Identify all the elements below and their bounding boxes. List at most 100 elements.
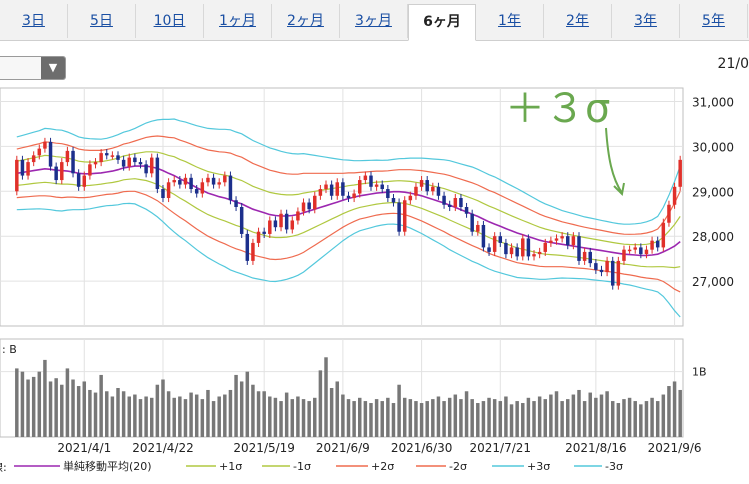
candle-53	[313, 191, 317, 214]
candle-36	[217, 178, 221, 189]
tab-1[interactable]: 5日	[68, 4, 136, 38]
tab-3[interactable]: 1ヶ月	[204, 4, 272, 38]
candle-body	[560, 236, 564, 239]
volume-bar-21	[133, 394, 137, 437]
candle-64	[374, 180, 379, 191]
tab-9[interactable]: 3年	[612, 4, 680, 38]
candle-body	[149, 157, 154, 174]
candle-body	[346, 195, 351, 199]
tab-10[interactable]: 5年	[680, 4, 748, 38]
tab-5[interactable]: 3ヶ月	[340, 4, 408, 38]
candle-89	[515, 243, 519, 261]
candle-40	[239, 202, 244, 238]
chevron-down-icon[interactable]: ▼	[41, 57, 65, 79]
volume-bar-59	[346, 399, 351, 437]
candle-body	[20, 159, 25, 176]
candle-body	[31, 155, 36, 163]
candle-7	[54, 162, 58, 185]
volume-bar-75	[436, 396, 441, 437]
candle-55	[324, 180, 328, 194]
volume-bar-42	[251, 384, 255, 437]
candle-body	[121, 159, 126, 167]
candle-body	[161, 189, 165, 199]
candle-98	[566, 232, 570, 250]
candle-body	[667, 204, 671, 223]
volume-axis: 1B: B	[2, 343, 707, 379]
indicator-select[interactable]: ▼	[0, 56, 66, 80]
candle-6	[48, 137, 53, 171]
volume-bar-85	[492, 399, 497, 437]
candle-9	[65, 146, 70, 167]
volume-bar-8	[60, 384, 64, 437]
candle-body	[133, 157, 137, 163]
volume-bar-103	[594, 397, 598, 437]
volume-bar-1	[20, 371, 25, 437]
candle-body	[464, 207, 469, 214]
tab-4[interactable]: 2ヶ月	[272, 4, 340, 38]
volume-bar-27	[166, 391, 171, 437]
candle-body	[391, 198, 396, 203]
candle-body	[678, 159, 682, 187]
candle-100	[577, 232, 581, 265]
candle-body	[268, 220, 272, 234]
candle-97	[560, 232, 564, 243]
legend: 線: 単純移動平均(20) +1σ -1σ +2σ -2σ +3σ -3σ	[0, 459, 623, 474]
candle-body	[521, 238, 525, 257]
volume-unit-label: : B	[2, 343, 17, 356]
tab-0[interactable]: 3日	[0, 4, 68, 38]
volume-bar-40	[239, 381, 244, 437]
candle-3	[31, 151, 36, 167]
candle-16	[105, 149, 109, 160]
candle-104	[599, 265, 604, 277]
volume-bar-104	[599, 394, 604, 437]
price-tick-label-0: 31,000	[692, 95, 734, 109]
candle-body	[492, 236, 497, 252]
candle-body	[279, 213, 283, 228]
candle-body	[189, 177, 193, 190]
volume-bar-101	[582, 401, 587, 437]
candle-body	[627, 249, 632, 252]
volume-bar-35	[211, 401, 216, 437]
volume-bar-28	[172, 397, 176, 437]
candle-65	[380, 180, 384, 194]
candle-2	[26, 158, 30, 180]
candle-body	[571, 236, 576, 246]
candle-body	[470, 213, 474, 232]
volume-bar-9	[65, 368, 70, 437]
candle-body	[99, 153, 103, 163]
candle-80	[464, 202, 469, 218]
legend-item-2: -1σ	[262, 460, 311, 473]
candle-67	[391, 193, 396, 207]
candle-24	[149, 153, 154, 178]
legend-item-0: 単純移動平均(20)	[14, 459, 152, 473]
volume-bar-64	[374, 399, 379, 437]
tab-8[interactable]: 2年	[544, 4, 612, 38]
volume-bar-86	[498, 401, 503, 437]
tab-7[interactable]: 1年	[476, 4, 544, 38]
price-tick-label-4: 27,000	[692, 275, 734, 289]
candle-body	[537, 251, 542, 255]
candle-body	[48, 141, 53, 167]
candle-body	[234, 200, 238, 207]
price-frame	[0, 87, 684, 327]
volume-bar-87	[504, 396, 508, 437]
volume-bar-94	[543, 399, 548, 437]
tab-6[interactable]: 6ヶ月	[408, 4, 476, 41]
candle-115	[661, 218, 666, 252]
candle-79	[459, 193, 463, 212]
volume-bar-63	[369, 403, 373, 437]
annotation-arrow	[605, 127, 623, 194]
candle-106	[610, 256, 615, 290]
price-tick-label-2: 29,000	[692, 185, 734, 199]
volume-bar-65	[380, 401, 384, 437]
candle-11	[76, 169, 81, 191]
candle-body	[290, 220, 295, 230]
candle-107	[616, 256, 621, 290]
volume-bar-73	[425, 401, 429, 437]
tab-2[interactable]: 10日	[136, 4, 204, 38]
volume-bar-4	[37, 371, 42, 437]
candle-78	[453, 193, 458, 212]
candle-body	[509, 247, 514, 255]
candle-12	[82, 171, 87, 191]
volume-bar-61	[358, 397, 362, 437]
